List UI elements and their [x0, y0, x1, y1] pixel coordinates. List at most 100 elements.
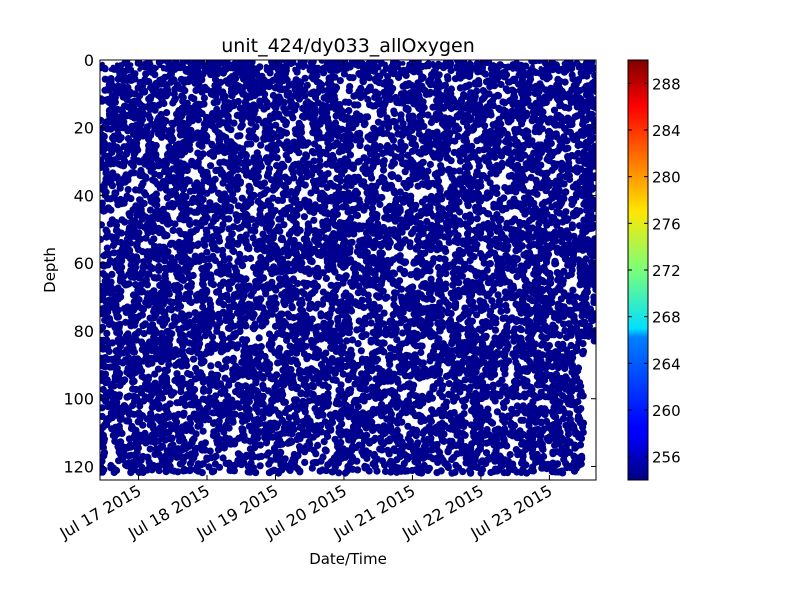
scatter-point	[354, 340, 362, 348]
scatter-point	[235, 144, 243, 152]
scatter-point	[333, 174, 341, 182]
scatter-point	[378, 457, 386, 465]
scatter-point	[256, 462, 264, 470]
scatter-point	[317, 405, 326, 414]
scatter-point	[393, 336, 401, 344]
scatter-point	[456, 167, 464, 175]
scatter-point	[502, 85, 510, 93]
scatter-point	[467, 469, 475, 477]
scatter-point	[242, 231, 250, 239]
scatter-point	[156, 265, 164, 273]
scatter-point	[289, 114, 297, 122]
scatter-point	[219, 179, 227, 187]
scatter-point	[425, 143, 433, 151]
scatter-point	[490, 302, 498, 310]
scatter-point	[433, 221, 441, 230]
scatter-point	[407, 372, 415, 380]
scatter-point	[331, 435, 339, 443]
scatter-point	[513, 273, 521, 281]
scatter-point	[361, 421, 369, 429]
scatter-point	[164, 150, 172, 158]
scatter-point	[419, 145, 427, 153]
scatter-point	[567, 341, 575, 350]
scatter-point	[306, 441, 314, 449]
scatter-point	[437, 291, 445, 299]
scatter-point	[350, 264, 358, 273]
scatter-point	[310, 216, 318, 224]
scatter-point	[548, 213, 556, 222]
scatter-point	[500, 469, 508, 477]
scatter-point	[473, 137, 481, 145]
scatter-point	[142, 234, 150, 242]
scatter-point	[430, 314, 438, 322]
scatter-point	[255, 334, 263, 342]
scatter-point	[513, 402, 522, 410]
scatter-point	[335, 273, 343, 281]
scatter-point	[127, 195, 135, 203]
scatter-point	[426, 160, 434, 169]
scatter-point	[200, 395, 209, 404]
scatter-point	[322, 274, 330, 283]
scatter-point	[295, 149, 303, 157]
scatter-point	[332, 376, 340, 384]
scatter-point	[108, 339, 117, 347]
scatter-point	[404, 209, 412, 217]
scatter-point	[259, 373, 267, 381]
scatter-point	[169, 226, 177, 234]
scatter-point	[404, 105, 412, 113]
scatter-point	[100, 412, 106, 421]
scatter-point	[356, 274, 364, 282]
scatter-point	[335, 132, 343, 140]
scatter-point	[379, 149, 387, 158]
scatter-point	[381, 467, 390, 476]
scatter-point	[519, 416, 528, 424]
scatter-point	[572, 293, 580, 301]
scatter-point	[485, 152, 493, 160]
scatter-point	[211, 419, 219, 427]
scatter-point	[367, 319, 375, 327]
scatter-point	[278, 234, 286, 242]
scatter-point	[561, 189, 569, 197]
scatter-point	[268, 340, 276, 348]
scatter-point	[257, 141, 265, 149]
scatter-point	[550, 106, 559, 114]
scatter-point	[415, 130, 423, 138]
scatter-point	[247, 254, 255, 262]
scatter-point	[252, 135, 260, 143]
scatter-point	[137, 281, 145, 289]
scatter-point	[389, 256, 397, 264]
scatter-point	[333, 210, 341, 218]
scatter-point	[186, 220, 194, 228]
scatter-point	[247, 291, 255, 299]
scatter-point	[407, 230, 416, 238]
scatter-point	[509, 328, 518, 336]
scatter-point	[533, 452, 541, 460]
scatter-point	[100, 404, 106, 412]
scatter-point	[138, 372, 146, 381]
scatter-point	[218, 365, 226, 373]
scatter-point	[171, 346, 180, 354]
scatter-point	[272, 286, 280, 294]
scatter-point	[207, 362, 215, 370]
scatter-point	[227, 179, 235, 187]
scatter-point	[269, 186, 277, 194]
scatter-point	[151, 370, 159, 378]
scatter-point	[209, 333, 217, 341]
scatter-point	[234, 173, 242, 181]
scatter-point	[177, 388, 185, 396]
scatter-point	[529, 398, 537, 406]
scatter-point	[292, 396, 301, 404]
scatter-point	[154, 365, 162, 373]
scatter-point	[399, 329, 407, 337]
scatter-point	[275, 215, 283, 223]
scatter-point	[117, 254, 125, 262]
scatter-point	[408, 338, 416, 346]
scatter-point	[497, 307, 505, 315]
scatter-point	[252, 405, 260, 413]
scatter-point	[473, 311, 481, 319]
scatter-point	[103, 329, 111, 337]
scatter-point	[450, 148, 458, 157]
scatter-point	[409, 112, 417, 120]
scatter-point	[307, 189, 315, 197]
